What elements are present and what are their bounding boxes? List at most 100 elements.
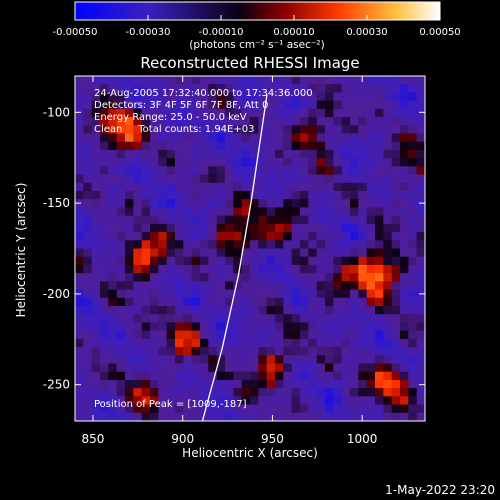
heatmap-cell <box>183 322 193 332</box>
heatmap-cell <box>141 100 151 110</box>
heatmap-cell <box>116 297 126 307</box>
heatmap-cell <box>166 125 176 135</box>
heatmap-cell <box>125 133 134 143</box>
heatmap-cell <box>358 76 368 85</box>
heatmap-cell <box>141 289 151 299</box>
heatmap-cell <box>75 158 84 167</box>
heatmap-cell <box>216 306 226 315</box>
heatmap-cell <box>275 141 284 151</box>
heatmap-cell <box>283 256 293 266</box>
heatmap-cell <box>100 199 109 209</box>
x-tick-label: 1000 <box>347 432 378 446</box>
heatmap-cell <box>383 396 393 406</box>
heatmap-cell <box>316 289 326 299</box>
heatmap-cell <box>141 223 151 233</box>
heatmap-cell <box>125 248 134 258</box>
heatmap-cell <box>208 84 218 94</box>
heatmap-cell <box>358 273 368 282</box>
heatmap-cell <box>341 84 351 94</box>
heatmap-cell <box>400 166 409 176</box>
heatmap-cell <box>416 232 425 241</box>
heatmap-cell <box>400 215 409 225</box>
heatmap-cell <box>91 182 101 192</box>
heatmap-cell <box>91 174 101 184</box>
heatmap-cell <box>283 191 293 200</box>
heatmap-cell <box>91 355 101 365</box>
heatmap-cell <box>366 92 376 102</box>
heatmap-cell <box>175 84 184 94</box>
heatmap-cell <box>258 100 268 110</box>
heatmap-cell <box>341 108 351 118</box>
heatmap-cell <box>275 191 284 200</box>
heatmap-cell <box>175 149 184 159</box>
heatmap-cell <box>358 133 368 143</box>
heatmap-cell <box>291 396 301 406</box>
heatmap-cell <box>391 117 401 126</box>
heatmap-cell <box>133 404 143 414</box>
heatmap-cell <box>150 273 159 282</box>
heatmap-cell <box>416 404 425 414</box>
heatmap-cell <box>408 248 418 258</box>
heatmap-cell <box>241 92 251 102</box>
heatmap-cell <box>400 322 409 332</box>
heatmap-cell <box>300 92 309 102</box>
heatmap-cell <box>91 84 101 94</box>
heatmap-cell <box>416 355 425 365</box>
heatmap-cell <box>133 363 143 373</box>
heatmap-cell <box>241 322 251 332</box>
heatmap-cell <box>300 166 309 176</box>
heatmap-cell <box>416 297 425 307</box>
heatmap-cell <box>300 199 309 209</box>
heatmap-cell <box>175 232 184 241</box>
heatmap-cell <box>308 363 318 373</box>
heatmap-cell <box>108 232 118 241</box>
heatmap-cell <box>150 363 159 373</box>
heatmap-cell <box>200 363 209 373</box>
heatmap-cell <box>408 166 418 176</box>
heatmap-cell <box>158 84 168 94</box>
heatmap-cell <box>400 404 409 414</box>
heatmap-cell <box>108 174 118 184</box>
heatmap-cell <box>208 330 218 340</box>
heatmap-cell <box>225 330 234 340</box>
heatmap-cell <box>400 207 409 217</box>
heatmap-cell <box>375 306 384 315</box>
heatmap-cell <box>366 396 376 406</box>
heatmap-cell <box>400 347 409 356</box>
heatmap-cell <box>391 355 401 365</box>
heatmap-cell <box>100 314 109 324</box>
heatmap-cell <box>216 330 226 340</box>
heatmap-cell <box>200 207 209 217</box>
heatmap-cell <box>308 117 318 126</box>
heatmap-cell <box>208 297 218 307</box>
heatmap-cell <box>133 306 143 315</box>
heatmap-cell <box>333 281 343 291</box>
heatmap-cell <box>158 125 168 135</box>
heatmap-cell <box>233 289 243 299</box>
heatmap-cell <box>166 355 176 365</box>
heatmap-cell <box>166 223 176 233</box>
heatmap-cell <box>125 174 134 184</box>
heatmap-cell <box>316 100 326 110</box>
heatmap-cell <box>341 248 351 258</box>
heatmap-cell <box>375 76 384 85</box>
heatmap-cell <box>75 322 84 332</box>
heatmap-cell <box>208 388 218 397</box>
heatmap-cell <box>116 100 126 110</box>
heatmap-cell <box>383 223 393 233</box>
heatmap-cell <box>383 330 393 340</box>
heatmap-cell <box>308 149 318 159</box>
heatmap-cell <box>250 412 259 421</box>
heatmap-cell <box>316 158 326 167</box>
heatmap-cell <box>133 223 143 233</box>
heatmap-cell <box>116 133 126 143</box>
heatmap-cell <box>408 388 418 397</box>
heatmap-cell <box>316 248 326 258</box>
heatmap-cell <box>333 141 343 151</box>
detectors-text: Detectors: 3F 4F 5F 6F 7F 8F, Att 0 <box>94 100 268 111</box>
heatmap-cell <box>316 240 326 250</box>
heatmap-cell <box>408 273 418 282</box>
heatmap-cell <box>333 92 343 102</box>
heatmap-cell <box>175 412 184 421</box>
heatmap-cell <box>191 92 201 102</box>
